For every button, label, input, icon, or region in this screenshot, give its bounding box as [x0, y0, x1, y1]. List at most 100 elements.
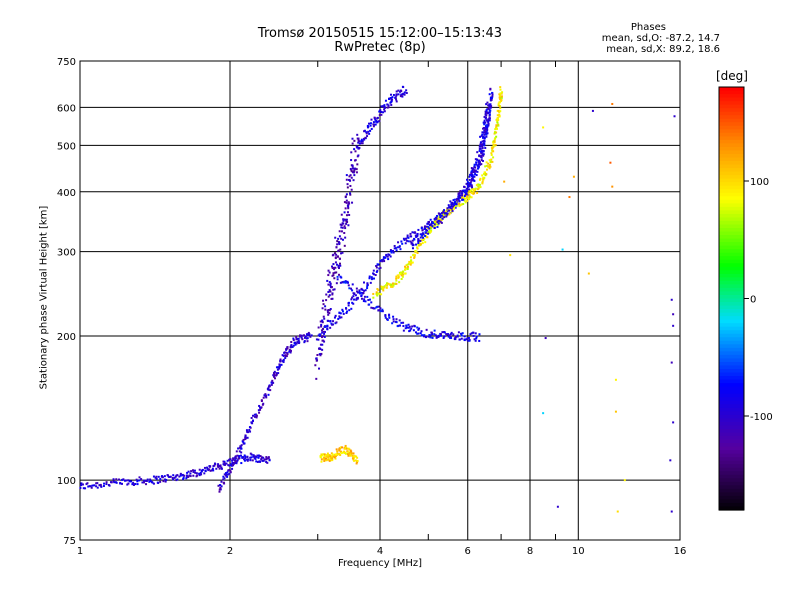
- colorbar-segment: [719, 492, 744, 497]
- echo-point: [185, 474, 188, 477]
- echo-point: [343, 281, 346, 284]
- echo-point: [392, 315, 395, 318]
- echo-point: [370, 306, 373, 309]
- echo-point: [213, 464, 216, 467]
- echo-point: [486, 132, 489, 135]
- echo-point: [349, 453, 352, 456]
- echo-point: [194, 471, 197, 474]
- echo-point: [483, 129, 486, 132]
- echo-point: [336, 275, 339, 278]
- echo-point: [333, 266, 336, 269]
- colorbar-segment: [719, 213, 744, 219]
- echo-point: [348, 213, 351, 216]
- echo-point: [436, 220, 439, 223]
- echo-point: [356, 291, 359, 294]
- echo-point: [491, 91, 494, 94]
- echo-point: [251, 459, 254, 462]
- echo-point: [471, 173, 474, 176]
- echo-point: [264, 458, 267, 461]
- echo-point: [336, 255, 339, 258]
- echo-point: [99, 484, 102, 487]
- echo-point: [422, 233, 425, 236]
- echo-point: [343, 211, 346, 214]
- echo-point: [435, 214, 438, 217]
- echo-point: [255, 414, 258, 417]
- echo-point: [223, 460, 226, 463]
- echo-point: [154, 476, 157, 479]
- colorbar-segment: [719, 157, 744, 162]
- echo-point: [402, 321, 405, 324]
- echo-point: [336, 450, 339, 453]
- echo-point: [495, 135, 498, 138]
- echo-point: [402, 273, 405, 276]
- echo-point: [430, 229, 433, 232]
- echo-point: [152, 475, 155, 478]
- echo-point: [331, 265, 334, 268]
- echo-point: [472, 170, 475, 173]
- echo-point: [459, 194, 462, 197]
- echo-point: [343, 201, 346, 204]
- echo-point: [410, 262, 413, 265]
- phase-statistics-x: mean, sd,X: 89.2, 18.6: [606, 44, 720, 55]
- echo-point: [347, 201, 350, 204]
- echo-point: [483, 172, 486, 175]
- echo-point: [257, 456, 260, 459]
- echo-point: [234, 457, 237, 460]
- echo-point: [378, 110, 381, 113]
- echo-point: [468, 339, 471, 342]
- colorbar-segment: [719, 326, 744, 331]
- echo-point: [290, 349, 293, 352]
- echo-point: [383, 106, 386, 109]
- echo-point: [490, 153, 493, 156]
- echo-point: [405, 237, 408, 240]
- echo-point: [343, 450, 346, 453]
- echo-point: [323, 453, 326, 456]
- echo-point: [226, 459, 229, 462]
- echo-point: [373, 116, 376, 119]
- echo-point: [288, 348, 291, 351]
- echo-point: [437, 219, 440, 222]
- echo-point: [382, 258, 385, 261]
- echo-point: [483, 136, 486, 139]
- echo-point: [456, 334, 459, 337]
- echo-point: [354, 150, 357, 153]
- echo-point: [415, 246, 418, 249]
- scatter-point: [561, 248, 564, 251]
- scatter-point: [670, 361, 673, 364]
- echo-point: [265, 396, 268, 399]
- echo-point: [481, 180, 484, 183]
- echo-point: [317, 326, 320, 329]
- echo-point: [474, 169, 477, 172]
- echo-point: [227, 469, 230, 472]
- echo-point: [434, 221, 437, 224]
- colorbar-segment: [719, 256, 744, 261]
- echo-point: [326, 279, 329, 282]
- echo-point: [444, 214, 447, 217]
- echo-point: [372, 125, 375, 128]
- echo-point: [403, 238, 406, 241]
- colorbar-segment: [719, 460, 744, 465]
- echo-point: [348, 287, 351, 290]
- echo-point: [407, 323, 410, 326]
- echo-point: [332, 323, 335, 326]
- echo-point: [269, 389, 272, 392]
- colorbar-segment: [719, 432, 744, 437]
- echo-point: [383, 260, 386, 263]
- echo-point: [488, 119, 491, 122]
- echo-point: [470, 171, 473, 174]
- echo-point: [490, 98, 493, 101]
- echo-point: [409, 232, 412, 235]
- echo-point: [353, 459, 356, 462]
- echo-point: [348, 178, 351, 181]
- echo-point: [483, 137, 486, 140]
- echo-point: [235, 462, 238, 465]
- echo-point: [390, 103, 393, 106]
- echo-point: [282, 359, 285, 362]
- colorbar-segment: [719, 178, 744, 183]
- echo-point: [423, 238, 426, 241]
- echo-point: [393, 244, 396, 247]
- echo-point: [482, 135, 485, 138]
- echo-point: [347, 451, 350, 454]
- echo-point: [236, 454, 239, 457]
- echo-point: [492, 143, 495, 146]
